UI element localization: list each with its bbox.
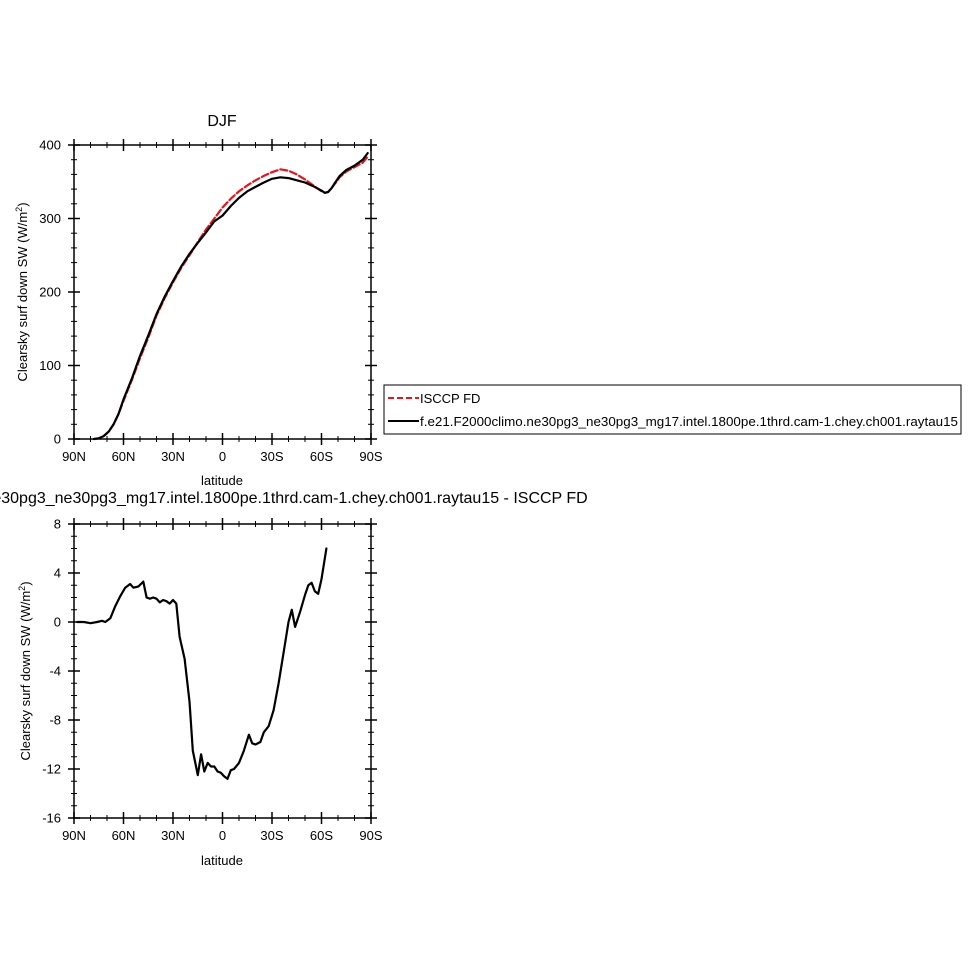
bottom-y-label-close: ) [18,581,33,585]
bottom-panel-frame [73,523,372,819]
legend-label-isccp: ISCCP FD [420,391,480,406]
top-y-label-main: Clearsky surf down SW (W/m [15,212,30,382]
bottom-panel-y-tick-labels: -16 -12 -8 -4 0 4 8 [42,517,61,826]
bottom-y-tick-label: 0 [54,615,61,630]
bottom-y-tick-label: -8 [49,713,61,728]
top-series-line-0 [92,155,369,441]
bottom-x-tick-label: 60N [112,828,136,843]
top-panel-y-tick-labels: 0 100 200 300 400 [39,138,61,447]
bottom-x-tick-label: 30N [161,828,185,843]
top-x-tick-label: 60N [112,449,136,464]
top-y-label-close: ) [15,202,30,206]
legend-box [383,384,962,435]
bottom-y-tick-label: 8 [54,517,61,532]
top-y-tick-label: 100 [39,358,61,373]
top-x-tick-label: 90N [62,449,86,464]
bottom-y-tick-label: -4 [49,664,61,679]
bottom-panel-x-tick-labels: 90N 60N 30N 0 30S 60S 90S [62,828,383,843]
top-panel-y-axis-label: Clearsky surf down SW (W/m2) [14,202,30,381]
legend-label-model: f.e21.F2000climo.ne30pg3_ne30pg3_mg17.in… [420,414,958,429]
top-y-tick-label: 0 [54,432,61,447]
bottom-x-tick-label: 30S [260,828,283,843]
top-y-tick-label: 200 [39,285,61,300]
top-panel-series [92,152,369,441]
top-x-tick-label: 60S [310,449,333,464]
bottom-series-line-0 [76,547,328,780]
bottom-panel-x-axis-label: latitude [201,853,243,868]
top-x-tick-label: 90S [359,449,382,464]
top-series-line-1 [92,152,369,441]
top-y-tick-label: 300 [39,211,61,226]
bottom-panel-y-axis-label: Clearsky surf down SW (W/m2) [17,581,33,760]
top-x-tick-label: 30S [260,449,283,464]
bottom-y-label-main: Clearsky surf down SW (W/m [18,591,33,761]
top-y-tick-label: 400 [39,138,61,153]
bottom-y-tick-label: 4 [54,566,61,581]
bottom-panel: f.e21.F2000climo.ne30pg3_ne30pg3_mg17.in… [0,490,588,868]
bottom-y-label-sup: 2 [17,586,27,591]
bottom-x-tick-label: 90S [359,828,382,843]
bottom-panel-series [76,547,328,780]
top-x-tick-label: 0 [219,449,226,464]
bottom-x-tick-label: 90N [62,828,86,843]
top-panel: DJF 90N 60N 30N 0 30S 60S 90S 0 100 200 300 400 la… [14,113,383,488]
top-y-label-sup: 2 [14,207,24,212]
top-panel-ticks [68,139,377,445]
bottom-y-tick-label: -12 [42,762,61,777]
bottom-panel-ticks [68,518,377,824]
bottom-x-tick-label: 0 [219,828,226,843]
bottom-x-tick-label: 60S [310,828,333,843]
top-panel-x-axis-label: latitude [201,473,243,488]
top-panel-x-tick-labels: 90N 60N 30N 0 30S 60S 90S [62,449,383,464]
bottom-panel-title: f.e21.F2000climo.ne30pg3_ne30pg3_mg17.in… [0,490,588,507]
legend: ISCCP FD f.e21.F2000climo.ne30pg3_ne30pg… [383,384,962,435]
top-panel-frame [73,144,372,440]
top-x-tick-label: 30N [161,449,185,464]
top-panel-title: DJF [207,113,237,130]
bottom-y-tick-label: -16 [42,811,61,826]
